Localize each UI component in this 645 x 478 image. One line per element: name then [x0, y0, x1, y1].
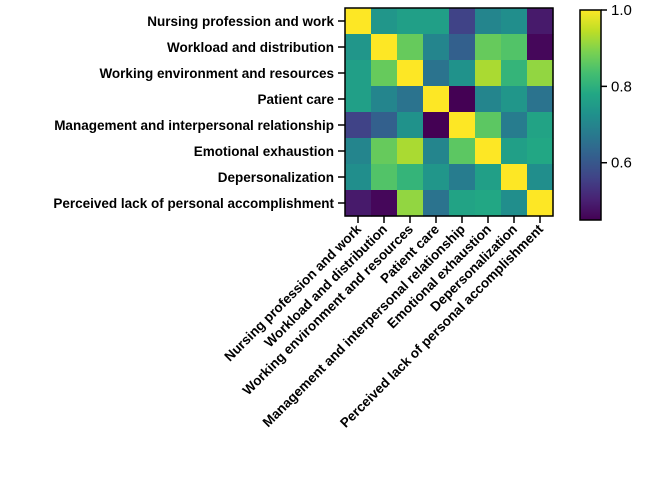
heatmap-cell: [371, 8, 398, 35]
heatmap-cell: [501, 86, 528, 113]
row-tick-marks: [338, 20, 345, 204]
heatmap-cell: [397, 8, 424, 35]
row-label: Workload and distribution: [167, 40, 334, 55]
row-label: Emotional exhaustion: [194, 144, 334, 159]
heatmap-cell: [397, 60, 424, 87]
colorbar-tick-label: 0.8: [611, 78, 632, 95]
heatmap-cell: [449, 86, 476, 113]
heatmap-cell: [371, 164, 398, 191]
heatmap-cell: [345, 112, 372, 139]
heatmap-cell: [449, 112, 476, 139]
heatmap-cell: [475, 86, 502, 113]
column-tick-marks: [357, 216, 541, 223]
heatmap-cell: [345, 34, 372, 61]
heatmap-cell: [475, 164, 502, 191]
heatmap-cell: [345, 164, 372, 191]
colorbar: [579, 9, 602, 221]
heatmap-cell: [449, 190, 476, 217]
colorbar-ticks: 1.0 0.8 0.6: [601, 2, 632, 172]
heatmap-cell: [423, 164, 450, 191]
heatmap-cell: [527, 34, 554, 61]
heatmap-cell: [501, 112, 528, 139]
heatmap-cell: [501, 164, 528, 191]
row-label: Depersonalization: [218, 170, 334, 185]
heatmap-cell: [527, 164, 554, 191]
colorbar-tick-label: 0.6: [611, 155, 632, 172]
heatmap-cell: [527, 190, 554, 217]
row-label: Nursing profession and work: [147, 14, 334, 29]
heatmap-cell: [475, 34, 502, 61]
heatmap-cell: [501, 8, 528, 35]
heatmap-cell: [449, 164, 476, 191]
row-labels: Nursing profession and work Workload and …: [53, 14, 334, 211]
heatmap-cell: [475, 138, 502, 165]
row-label: Perceived lack of personal accomplishmen…: [53, 196, 334, 211]
heatmap-cell: [397, 86, 424, 113]
row-label: Patient care: [257, 92, 334, 107]
heatmap-cell: [501, 34, 528, 61]
heatmap-cell: [501, 190, 528, 217]
heatmap-cell: [449, 8, 476, 35]
heatmap-cell: [423, 112, 450, 139]
heatmap-cell: [345, 86, 372, 113]
heatmap-cell: [475, 8, 502, 35]
heatmap-cell: [475, 112, 502, 139]
heatmap-cell: [423, 34, 450, 61]
heatmap-cell: [527, 8, 554, 35]
heatmap-cell: [397, 112, 424, 139]
heatmap-cell: [423, 60, 450, 87]
heatmap-cell: [475, 60, 502, 87]
heatmap-cell: [501, 60, 528, 87]
heatmap-cell: [371, 60, 398, 87]
heatmap-cell: [371, 190, 398, 217]
heatmap-cell: [397, 164, 424, 191]
heatmap-cell: [371, 112, 398, 139]
row-label: Working environment and resources: [99, 66, 334, 81]
heatmap-cell: [371, 34, 398, 61]
heatmap-cell: [527, 138, 554, 165]
heatmap-cell: [345, 60, 372, 87]
heatmap-cell: [527, 60, 554, 87]
row-label: Management and interpersonal relationshi…: [54, 118, 334, 133]
heatmap-cell: [501, 138, 528, 165]
plot-frame: [344, 7, 554, 217]
heatmap-cell: [423, 190, 450, 217]
heatmap-cell: [449, 60, 476, 87]
heatmap-cell: [449, 34, 476, 61]
heatmap-cells: [345, 8, 554, 217]
heatmap-cell: [423, 8, 450, 35]
heatmap-cell: [397, 34, 424, 61]
heatmap-cell: [371, 138, 398, 165]
heatmap-cell: [527, 86, 554, 113]
column-label: Workload and distribution: [261, 222, 390, 351]
colorbar-tick-label: 1.0: [611, 2, 632, 19]
heatmap-cell: [449, 138, 476, 165]
heatmap-cell: [371, 86, 398, 113]
heatmap-cell: [423, 86, 450, 113]
heatmap-cell: [527, 112, 554, 139]
heatmap-cell: [345, 8, 372, 35]
heatmap-cell: [345, 138, 372, 165]
heatmap-cell: [397, 138, 424, 165]
heatmap-cell: [475, 190, 502, 217]
heatmap-cell: [423, 138, 450, 165]
heatmap-cell: [345, 190, 372, 217]
heatmap-cell: [397, 190, 424, 217]
